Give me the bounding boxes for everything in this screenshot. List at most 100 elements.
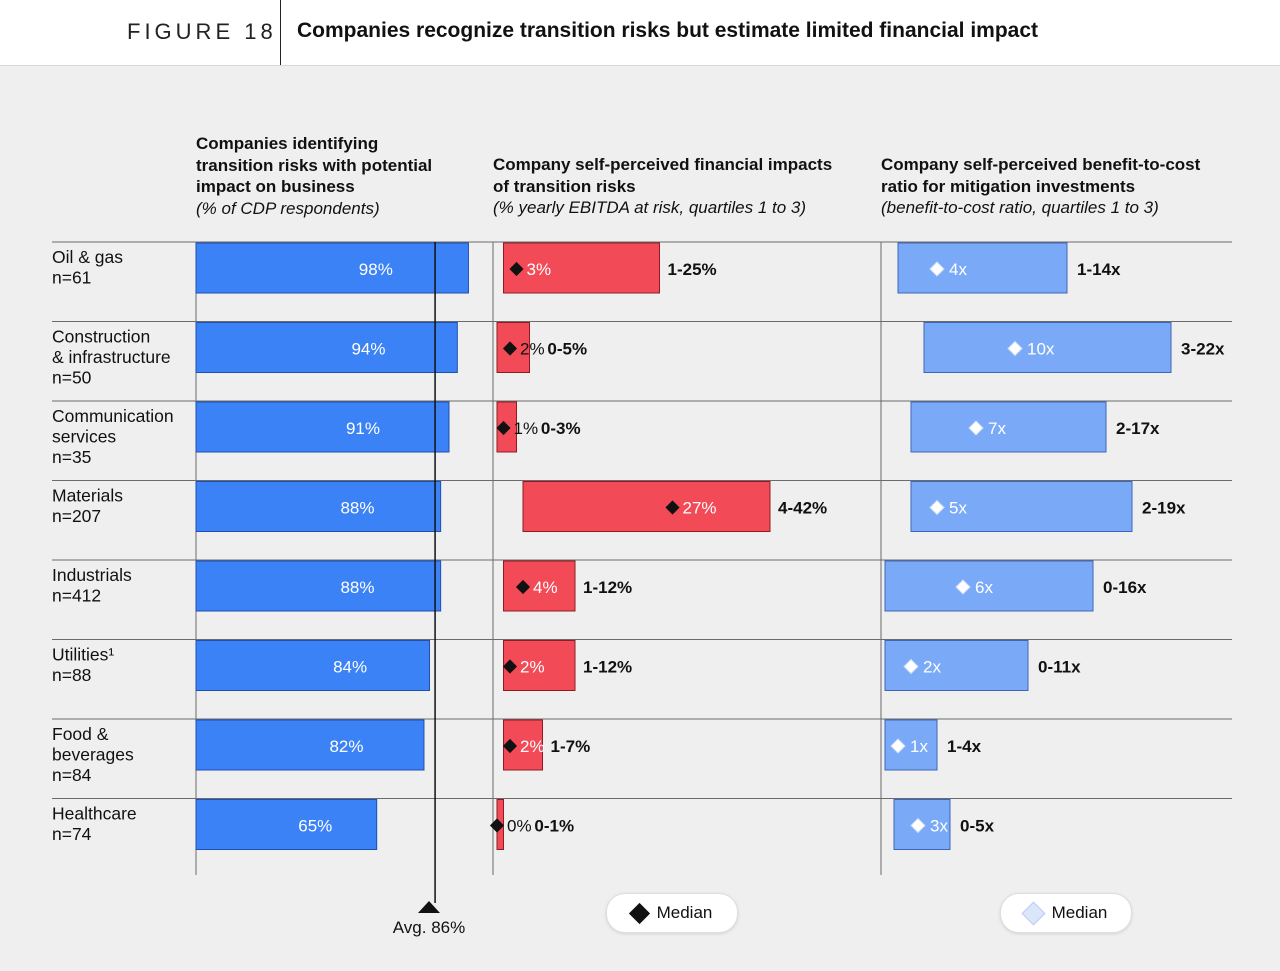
column-3-title: Company self-perceived benefit-to-cost r… — [881, 155, 1201, 196]
median-label-ratio: 6x — [975, 578, 993, 597]
range-label-ratio: 2-19x — [1142, 499, 1186, 518]
range-label-ebitda: 4-42% — [778, 499, 827, 518]
range-label-ebitda: 1-7% — [551, 737, 591, 756]
median-label-ratio: 10x — [1027, 340, 1055, 359]
bar-share-label: 91% — [346, 419, 380, 438]
median-label-ratio: 5x — [949, 499, 967, 518]
median-marker-ratio — [910, 817, 926, 834]
median-label-ratio: 7x — [988, 419, 1006, 438]
category-label: Materials — [52, 486, 123, 506]
range-label-ratio: 2-17x — [1116, 419, 1160, 438]
range-label-ebitda: 1-25% — [668, 260, 717, 279]
category-count: n=207 — [52, 506, 101, 526]
median-label-ebitda: 2% — [520, 340, 545, 359]
median-label-ebitda: 1% — [514, 419, 539, 438]
range-label-ebitda: 1-12% — [583, 658, 632, 677]
median-marker-ebitda — [502, 341, 518, 356]
category-label: Utilities¹ — [52, 645, 114, 665]
median-label-ebitda: 2% — [520, 658, 545, 677]
bar-ebitda-range — [503, 242, 660, 294]
range-label-ratio: 0-16x — [1103, 578, 1147, 597]
range-label-ratio: 0-5x — [960, 817, 995, 836]
median-marker-ratio — [1007, 340, 1023, 357]
range-label-ebitda: 0-5% — [547, 340, 587, 359]
median-label-ebitda: 2% — [520, 737, 545, 756]
bar-share — [195, 322, 458, 373]
bar-ratio-range — [884, 560, 1094, 612]
bar-share — [195, 799, 378, 850]
bar-ratio-range — [923, 322, 1172, 373]
category-label: Industrials — [52, 565, 132, 585]
bar-ebitda-range — [522, 481, 771, 532]
bar-ebitda-range — [503, 560, 576, 612]
median-label-ratio: 1x — [910, 737, 928, 756]
bar-share — [195, 640, 431, 691]
bar-share — [195, 481, 442, 532]
category-count: n=412 — [52, 586, 101, 606]
bar-ratio-range — [910, 401, 1107, 453]
category-label: Food & — [52, 724, 109, 744]
range-label-ebitda: 0-3% — [541, 419, 581, 438]
category-count: n=61 — [52, 268, 91, 288]
column-2-subtitle: (% yearly EBITDA at risk, quartiles 1 to… — [493, 198, 807, 217]
median-marker-ratio — [890, 738, 906, 754]
bar-share-label: 94% — [351, 340, 385, 359]
median-marker-ebitda — [665, 500, 680, 515]
legend-median-light: Median — [1000, 893, 1132, 933]
category-count: n=50 — [52, 368, 92, 388]
median-label-ebitda: 4% — [533, 578, 558, 597]
category-count: n=88 — [52, 665, 91, 685]
legend-median-dark: Median — [606, 893, 738, 933]
bar-ratio-range — [910, 481, 1133, 532]
median-marker-ebitda — [502, 659, 518, 674]
category-label: Oil & gas — [52, 247, 123, 267]
column-2-title: Company self-perceived financial impacts… — [493, 155, 833, 196]
median-marker-ebitda — [515, 579, 531, 595]
median-marker-ratio — [903, 658, 919, 675]
median-marker-ebitda — [496, 420, 511, 436]
bar-share-label: 88% — [340, 499, 374, 518]
category-count: n=84 — [52, 765, 92, 785]
range-label-ratio: 3-22x — [1181, 340, 1225, 359]
column-3-subtitle: (benefit-to-cost ratio, quartiles 1 to 3… — [881, 198, 1159, 217]
figure-title: Companies recognize transition risks but… — [297, 19, 1039, 42]
bar-share-label: 82% — [329, 737, 363, 756]
median-marker-ratio — [968, 420, 984, 436]
category-count: n=35 — [52, 447, 91, 467]
median-label-ebitda: 3% — [527, 260, 552, 279]
column-1-title: Companies identifying transition risks w… — [196, 134, 433, 196]
median-label-ratio: 4x — [949, 260, 967, 279]
bar-share-label: 84% — [333, 658, 367, 677]
legend-median-dark-label: Median — [656, 903, 713, 922]
column-2-header: Company self-perceived financial impacts… — [493, 154, 838, 219]
category-label: beverages — [52, 745, 134, 765]
figure-label: FIGURE 18 — [127, 19, 277, 44]
category-count: n=74 — [52, 824, 92, 844]
category-label: Communication — [52, 406, 174, 426]
range-label-ebitda: 1-12% — [583, 578, 632, 597]
median-marker-ebitda — [502, 738, 518, 754]
category-label: Construction — [52, 327, 150, 347]
column-3-header: Company self-perceived benefit-to-cost r… — [881, 154, 1231, 219]
range-label-ebitda: 0-1% — [534, 817, 574, 836]
median-label-ratio: 2x — [923, 658, 941, 677]
median-marker-ratio — [929, 499, 945, 516]
bar-share — [195, 560, 442, 612]
median-label-ebitda: 0% — [507, 817, 532, 836]
median-label-ratio: 3x — [930, 817, 948, 836]
average-label: Avg. 86% — [392, 918, 466, 937]
bar-ratio-range — [897, 242, 1068, 294]
category-label: services — [52, 427, 116, 447]
category-label: & infrastructure — [52, 347, 171, 367]
range-label-ratio: 1-14x — [1077, 260, 1121, 279]
diamond-light-icon — [1021, 900, 1046, 926]
legend-median-light-label: Median — [1051, 903, 1108, 922]
diamond-dark-icon — [628, 902, 650, 924]
column-1-subtitle: (% of CDP respondents) — [196, 198, 380, 218]
bar-share-label: 98% — [359, 260, 393, 279]
median-label-ebitda: 27% — [683, 499, 717, 518]
bar-share — [195, 719, 425, 771]
bar-share — [195, 401, 450, 453]
bar-share — [195, 242, 469, 294]
